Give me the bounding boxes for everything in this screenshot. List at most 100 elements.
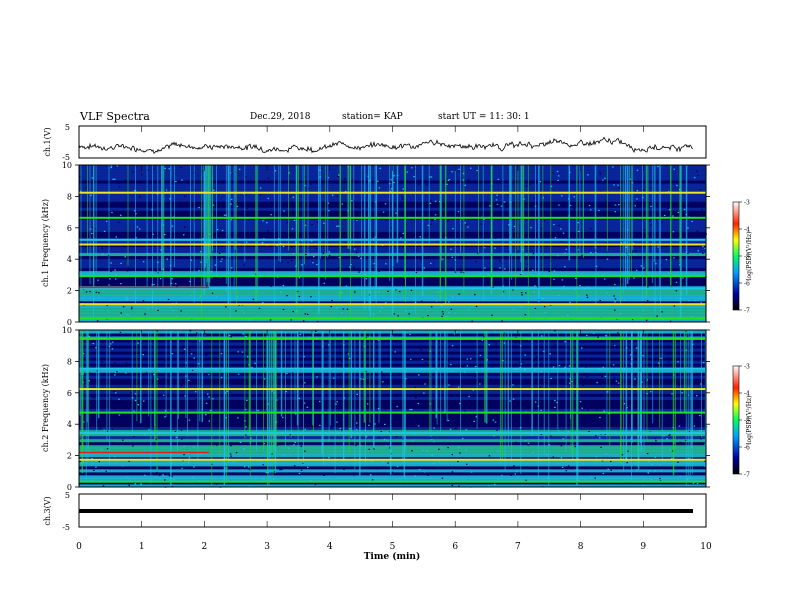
spectrogram-cell-row <box>79 474 706 479</box>
spectrogram-speckle <box>554 330 556 332</box>
spectrogram-speckle <box>215 483 218 485</box>
spectrogram-speckle <box>328 210 330 212</box>
spectrogram-speckle <box>431 219 434 221</box>
spectrogram-speckle <box>589 209 592 211</box>
spectrogram-speckle <box>175 180 177 183</box>
spectrogram-speckle <box>287 261 289 264</box>
spectrogram-speckle <box>583 232 585 234</box>
spectrogram-impulse <box>583 165 584 259</box>
spectrogram-impulse <box>280 330 283 417</box>
spectrogram-speckle <box>599 171 601 173</box>
spectrogram-impulse <box>463 165 465 295</box>
spectrogram-speckle <box>105 220 108 222</box>
spectrogram-speckle <box>562 390 564 392</box>
spectrogram-speckle <box>126 298 128 301</box>
spectrogram-impulse <box>440 330 442 434</box>
spectrogram-speckle <box>532 253 535 255</box>
spectrogram-impulse <box>140 330 142 424</box>
spectrogram-impulse <box>162 165 164 287</box>
spectrogram-speckle <box>365 371 367 373</box>
spectrogram-speckle <box>679 441 682 444</box>
spectrogram-speckle <box>539 386 541 388</box>
spectrogram-cell-row <box>79 336 706 340</box>
spectrogram-impulse <box>79 330 81 416</box>
spectrogram-impulse <box>156 330 158 471</box>
spectrogram-speckle <box>651 414 653 416</box>
spectrogram-speckle <box>106 212 108 214</box>
spectrogram-speckle <box>467 309 470 311</box>
spectrogram-speckle <box>120 315 122 317</box>
spectrogram-speckle <box>90 194 92 196</box>
spectrogram-speckle <box>108 284 110 286</box>
spectrogram-impulse <box>537 330 539 480</box>
spectrogram-cell-row <box>79 417 706 422</box>
spectrogram-speckle <box>304 428 306 430</box>
spectrogram-speckle <box>467 226 469 228</box>
spectrogram-impulse <box>294 330 296 413</box>
spectrogram-speckle <box>353 200 356 202</box>
spectrogram-speckle <box>115 236 117 238</box>
spectrogram-speckle <box>393 181 395 184</box>
spectrogram-speckle <box>379 311 382 313</box>
spectrogram-speckle <box>383 438 386 441</box>
spectrogram-speckle <box>171 475 173 477</box>
spectrogram-speckle <box>214 357 216 359</box>
spectrogram-impulse <box>163 165 165 276</box>
spectrogram-speckle <box>660 357 662 359</box>
spectrogram-speckle <box>92 342 94 345</box>
station-label: station= KAP <box>342 112 403 122</box>
spectrogram-speckle <box>543 220 546 222</box>
spectrogram-impulse <box>211 330 213 486</box>
spectrogram-speckle <box>128 460 130 462</box>
spectrogram-impulse <box>302 165 304 303</box>
spectrogram-speckle <box>224 392 227 394</box>
spectrogram-speckle <box>380 431 383 433</box>
spectrogram-speckle <box>107 201 110 203</box>
spectrogram-speckle <box>289 195 291 197</box>
spectrogram-speckle <box>458 293 460 295</box>
spectrogram-speckle <box>230 172 232 174</box>
spectrogram-speckle <box>166 258 168 260</box>
spectrogram-speckle <box>426 450 428 452</box>
spectrogram-speckle <box>423 471 425 473</box>
freq-tick-label: 2 <box>67 452 72 461</box>
spectrogram-speckle <box>592 332 595 334</box>
spectrogram-speckle <box>554 406 556 408</box>
spectrogram-speckle <box>346 308 349 310</box>
spectrogram-speckle <box>252 298 255 300</box>
spectrogram-speckle <box>611 256 614 258</box>
spectrogram-impulse <box>363 330 366 423</box>
spectrogram-speckle <box>423 246 425 248</box>
spectrogram-speckle <box>481 339 484 341</box>
spectrogram-speckle <box>371 479 374 481</box>
spectrogram-speckle <box>682 277 684 279</box>
spectrogram-speckle <box>151 416 154 419</box>
ch1-waveform-line <box>78 136 694 155</box>
spectrogram-speckle <box>282 284 285 287</box>
spectrogram-speckle <box>300 469 303 471</box>
spectrogram-speckle <box>126 282 129 284</box>
spectrogram-cell-row <box>79 462 706 467</box>
spectrogram-speckle <box>312 262 314 264</box>
spectrogram-speckle <box>577 295 580 297</box>
spectrogram-speckle <box>89 291 91 293</box>
spectrogram-speckle <box>159 401 161 403</box>
spectrogram-speckle <box>237 373 240 375</box>
spectrogram-speckle <box>540 370 543 372</box>
spectrogram-speckle <box>474 375 476 377</box>
spectrogram-speckle <box>199 453 202 455</box>
spectrogram-impulse <box>679 165 681 264</box>
spectrogram-speckle <box>650 391 652 393</box>
spectrogram-speckle <box>112 364 115 366</box>
spectrogram-impulse <box>234 165 236 250</box>
spectrogram-speckle <box>395 212 397 214</box>
spectrogram-speckle <box>523 347 526 349</box>
spectrogram-speckle <box>360 378 362 380</box>
spectrogram-impulse <box>630 165 632 276</box>
freq-tick-label: 2 <box>67 287 72 296</box>
spectrogram-speckle <box>207 373 209 375</box>
spectrogram-speckle <box>389 190 392 192</box>
spectrogram-speckle <box>273 478 275 480</box>
spectrogram-speckle <box>85 291 88 293</box>
spectrogram-speckle <box>607 334 610 336</box>
